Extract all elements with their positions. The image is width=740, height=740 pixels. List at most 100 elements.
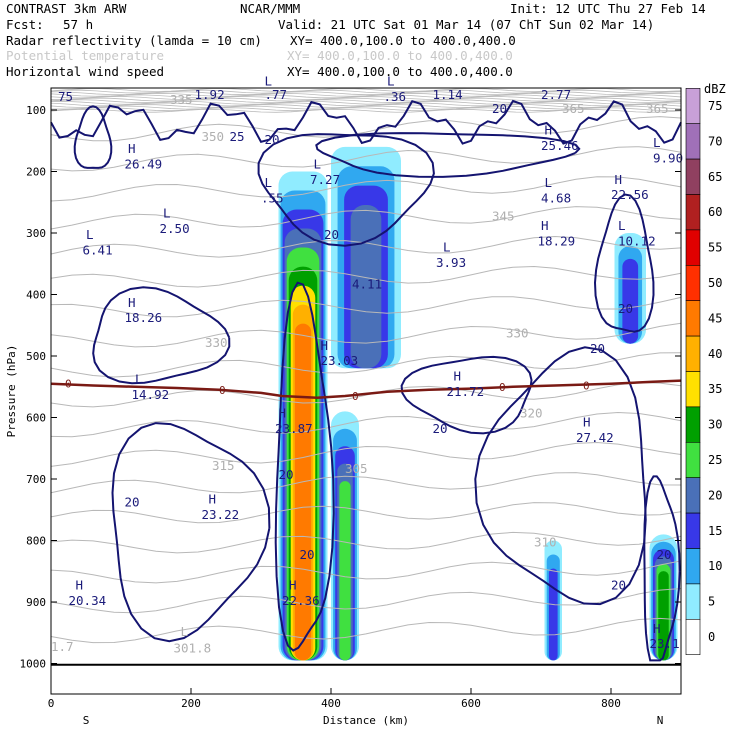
theta-contour — [50, 617, 682, 644]
theta-label: 1.7 — [51, 639, 74, 654]
colorbar-label: 35 — [708, 382, 722, 396]
south-label: S — [83, 714, 90, 727]
colorbar-label: 10 — [708, 559, 722, 573]
colorbar-swatch-50 — [685, 264, 701, 301]
y-tick-label: 800 — [26, 535, 46, 548]
wind-label: 20 — [433, 421, 448, 436]
wind-contour — [474, 346, 647, 606]
wind-label: L — [443, 239, 451, 254]
theta-label: 310 — [534, 535, 557, 550]
field3-name: Horizontal wind speed — [6, 64, 164, 79]
wind-label: 6.41 — [83, 243, 113, 258]
colorbar-swatch-45 — [685, 300, 701, 337]
theta-label: 305 — [345, 461, 368, 476]
wind-label: H — [76, 578, 84, 593]
colorbar-swatch-10 — [685, 548, 701, 585]
freezing-level-label: 0 — [499, 381, 506, 394]
init-time: Init: 12 UTC Thu 27 Feb 14 — [510, 1, 706, 16]
theta-label: 330 — [506, 326, 529, 341]
wind-contour — [257, 133, 435, 247]
y-tick-label: 200 — [26, 166, 46, 179]
wind-contour — [111, 422, 271, 643]
colorbar-swatch-75 — [685, 88, 701, 125]
wind-label: H — [583, 415, 591, 430]
y-tick-label: 1000 — [20, 658, 47, 671]
wind-label: L — [163, 206, 171, 221]
wind-speed-contours — [50, 99, 682, 662]
wind-label: H — [653, 621, 661, 636]
wind-label: 23.22 — [202, 507, 240, 522]
field1-name: Radar reflectivity (lamda = 10 cm) — [6, 33, 262, 48]
freezing-level-label: 0 — [65, 378, 72, 391]
plot-frame — [50, 87, 682, 695]
colorbar-swatch-30 — [685, 406, 701, 443]
colorbar-swatch-5 — [685, 583, 701, 620]
reflectivity-cell-1-level-20 — [350, 205, 382, 369]
colorbar-label: 20 — [708, 488, 722, 502]
wind-contour-upper — [50, 99, 682, 145]
field2-name: Potential temperature — [6, 48, 164, 63]
field2-xy: XY= 400.0,100.0 to 400.0,400.0 — [287, 48, 513, 63]
theta-contour — [50, 322, 682, 348]
forecast-hours: 57 h — [63, 17, 93, 32]
y-tick-label: 600 — [26, 412, 46, 425]
theta-contour-upper — [50, 105, 682, 110]
theta-label: 301.8 — [174, 640, 212, 655]
theta-contour — [50, 296, 682, 318]
model-title: CONTRAST 3km ARW — [6, 1, 127, 16]
wind-label: 20 — [125, 495, 140, 510]
x-tick-label: 600 — [461, 697, 481, 710]
wind-label: .36 — [384, 89, 407, 104]
wind-label: H — [321, 338, 329, 353]
reflectivity-shading — [278, 146, 678, 661]
wind-label: H — [545, 123, 553, 138]
wind-contour — [274, 281, 335, 652]
wind-label: 4.11 — [352, 276, 382, 291]
wind-label: 4.68 — [541, 190, 571, 205]
theta-contour — [50, 560, 682, 584]
colorbar-swatch-0 — [685, 618, 701, 655]
colorbar-swatch-40 — [685, 335, 701, 372]
wind-label: H — [128, 141, 136, 156]
y-axis-title: Pressure (hPa) — [5, 345, 18, 438]
freezing-level-label: 0 — [352, 390, 359, 403]
wind-label: 23.87 — [275, 421, 313, 436]
x-tick-label: 200 — [181, 697, 201, 710]
colorbar-swatch-70 — [685, 123, 701, 160]
wind-label: 7.27 — [310, 172, 340, 187]
theta-contour-upper — [50, 97, 682, 102]
theta-label: 365 — [562, 101, 585, 116]
theta-contour — [50, 441, 682, 467]
field1-xy: XY= 400.0,100.0 to 400.0,400.0 — [290, 33, 516, 48]
wind-label: 18.26 — [125, 310, 163, 325]
theta-label: 365 — [646, 101, 669, 116]
colorbar-swatch-20 — [685, 477, 701, 514]
wind-label: H — [128, 295, 136, 310]
wind-label: 1.92 — [195, 87, 225, 102]
colorbar-label: 15 — [708, 524, 722, 538]
potential-temperature-contours — [50, 88, 682, 644]
wind-label: 20 — [324, 227, 339, 242]
wind-label: 20 — [300, 547, 315, 562]
theta-label: L — [181, 624, 189, 639]
theta-label: 315 — [212, 458, 235, 473]
theta-label: 320 — [520, 406, 543, 421]
colorbar-swatch-60 — [685, 194, 701, 231]
theta-contour — [50, 472, 682, 494]
theta-contour-upper — [50, 99, 682, 104]
wind-label: .77 — [265, 87, 288, 102]
wind-label: 20.34 — [69, 593, 107, 608]
valid-time: Valid: 21 UTC Sat 01 Mar 14 (07 ChT Sun … — [278, 17, 654, 32]
wind-label: 2.77 — [541, 87, 571, 102]
wind-contour — [73, 105, 113, 169]
freezing-level-label: 0 — [583, 380, 590, 393]
wind-label: L — [387, 73, 395, 88]
north-label: N — [657, 714, 664, 727]
reflectivity-cell-4-level-15 — [622, 258, 639, 344]
wind-label: 20 — [265, 132, 280, 147]
colorbar-label: 50 — [708, 276, 722, 290]
wind-label: 20 — [590, 341, 605, 356]
wind-contour — [593, 193, 655, 333]
